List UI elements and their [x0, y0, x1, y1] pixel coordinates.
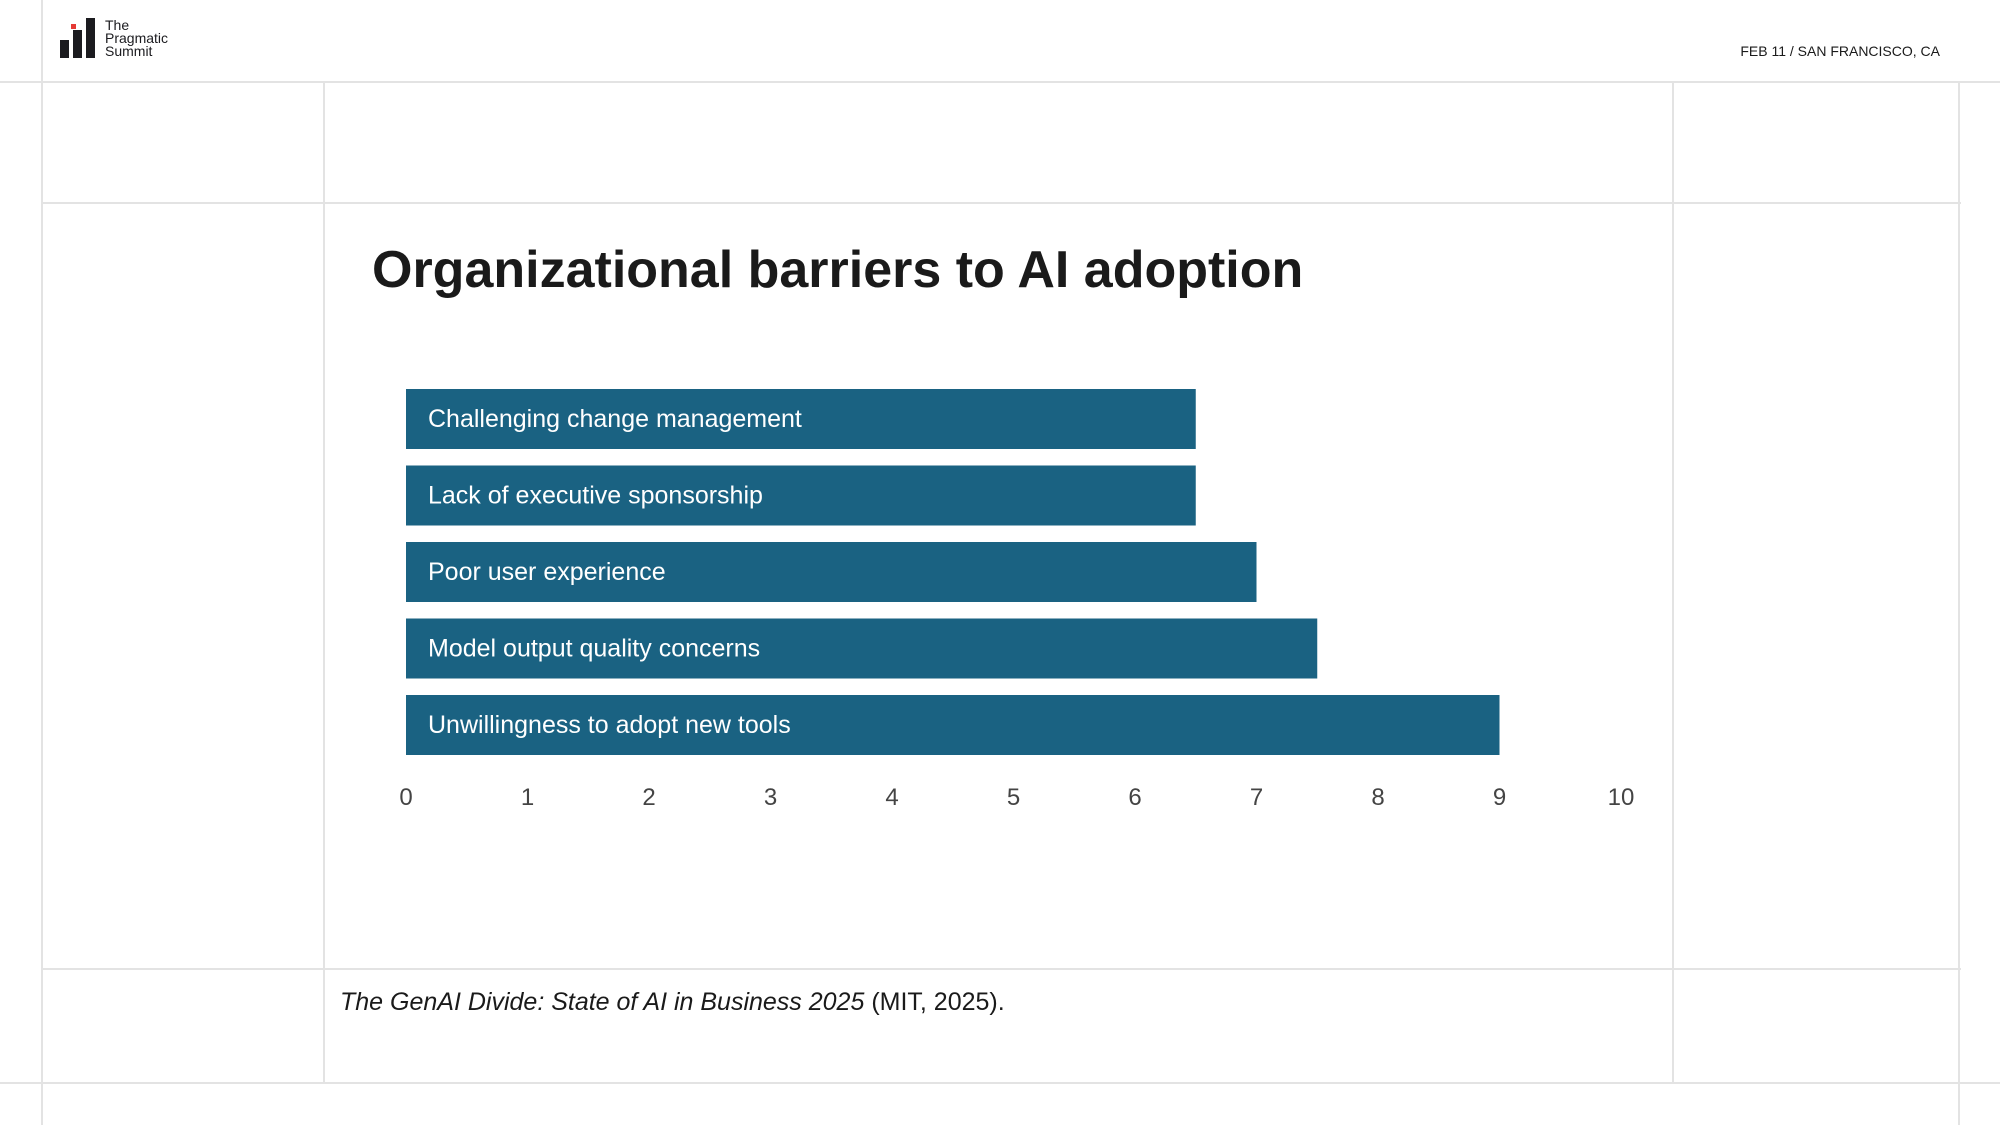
- x-tick-label: 9: [1493, 784, 1506, 811]
- date-location: FEB 11 / SAN FRANCISCO, CA: [1740, 43, 1940, 59]
- logo-text: The Pragmatic Summit: [105, 17, 169, 59]
- x-tick-label: 8: [1371, 784, 1384, 811]
- slide-title: Organizational barriers to AI adoption: [372, 241, 1304, 299]
- citation-title: The GenAI Divide: State of AI in Busines…: [340, 988, 865, 1016]
- bar-label: Model output quality concerns: [428, 635, 760, 663]
- x-tick-label: 7: [1250, 784, 1263, 811]
- logo: The Pragmatic Summit: [60, 18, 168, 58]
- bar: [406, 465, 1196, 526]
- citation-suffix: (MIT, 2025).: [864, 988, 1005, 1016]
- citation: The GenAI Divide: State of AI in Busines…: [340, 988, 1005, 1017]
- bar: [406, 542, 1257, 602]
- divider: [41, 81, 43, 1125]
- divider: [42, 968, 1961, 970]
- divider: [0, 1082, 2000, 1084]
- x-tick-label: 2: [642, 784, 655, 811]
- bar-label: Lack of executive sponsorship: [428, 482, 763, 510]
- divider: [1672, 81, 1674, 1082]
- x-tick-label: 6: [1128, 784, 1141, 811]
- bar-label: Poor user experience: [428, 558, 666, 586]
- bar: [406, 695, 1500, 755]
- divider: [1958, 81, 1960, 1125]
- x-tick-label: 3: [764, 784, 777, 811]
- bar-label: Challenging change management: [428, 405, 802, 433]
- x-tick-label: 1: [521, 784, 534, 811]
- x-tick-label: 5: [1007, 784, 1020, 811]
- x-tick-label: 10: [1608, 784, 1635, 811]
- bar: [406, 389, 1196, 449]
- divider: [323, 81, 325, 1082]
- divider: [41, 0, 43, 81]
- bar-label: Unwillingness to adopt new tools: [428, 711, 791, 739]
- x-tick-label: 0: [399, 784, 412, 811]
- divider: [0, 81, 2000, 83]
- x-tick-label: 4: [885, 784, 898, 811]
- divider: [42, 202, 1961, 204]
- bar: [406, 618, 1318, 679]
